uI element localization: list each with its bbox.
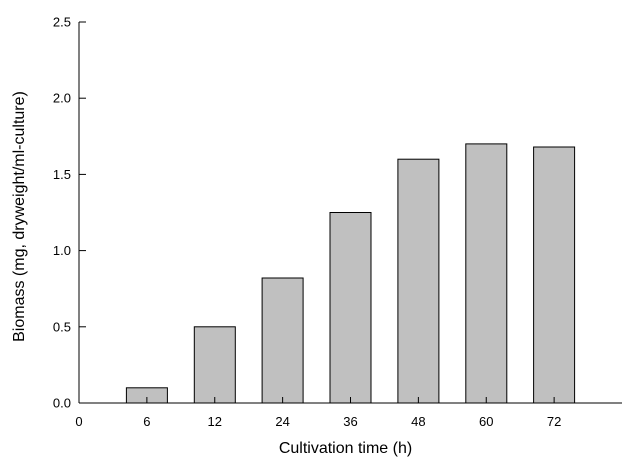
x-tick-label: 60 — [479, 414, 493, 429]
x-tick-label: 36 — [343, 414, 357, 429]
x-tick-label: 24 — [275, 414, 289, 429]
y-axis-title: Biomass (mg, dryweight/ml-culture) — [11, 91, 28, 342]
y-tick-label: 2.0 — [53, 91, 71, 106]
x-axis-title: Cultivation time (h) — [279, 440, 412, 457]
x-tick-label: 6 — [143, 414, 150, 429]
y-tick-label: 1.5 — [53, 167, 71, 182]
bars-layer — [126, 144, 574, 403]
y-tick-label: 2.5 — [53, 15, 71, 30]
bar-12h — [194, 327, 235, 403]
y-tick-label: 0.5 — [53, 319, 71, 334]
bar-36h — [330, 213, 371, 404]
bar-60h — [466, 144, 507, 403]
x-origin-tick-label: 0 — [75, 414, 82, 429]
x-tick-label: 12 — [208, 414, 222, 429]
bar-72h — [534, 147, 575, 403]
bar-48h — [398, 159, 439, 403]
y-ticks: 0.0 0.5 1.0 1.5 2.0 2.5 — [53, 15, 86, 411]
x-tick-label: 48 — [411, 414, 425, 429]
bar-24h — [262, 278, 303, 403]
x-tick-label: 72 — [547, 414, 561, 429]
y-tick-label: 0.0 — [53, 396, 71, 411]
y-tick-label: 1.0 — [53, 243, 71, 258]
